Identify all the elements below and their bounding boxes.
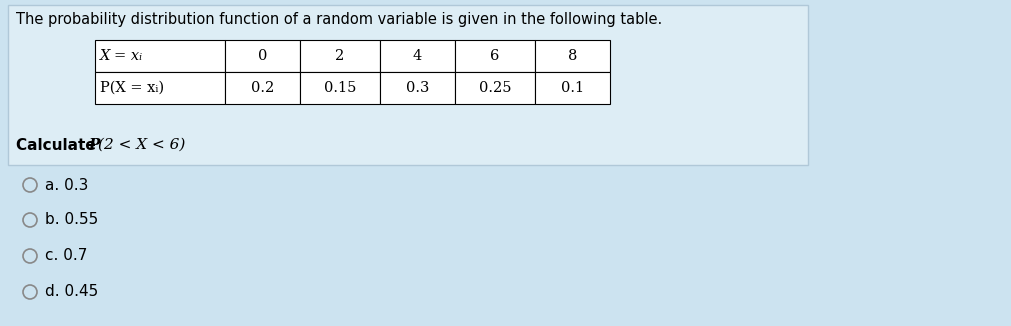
Bar (225, 40, 300, 72)
Bar (380, 40, 455, 72)
Text: 2: 2 (336, 49, 345, 63)
Bar (300, 72, 380, 104)
FancyBboxPatch shape (8, 5, 808, 165)
Text: The probability distribution function of a random variable is given in the follo: The probability distribution function of… (16, 12, 662, 27)
Text: c. 0.7: c. 0.7 (45, 248, 87, 263)
Bar (455, 72, 535, 104)
Text: b. 0.55: b. 0.55 (45, 213, 98, 228)
Bar (455, 40, 535, 72)
Text: 0.2: 0.2 (251, 81, 274, 95)
Bar (380, 72, 455, 104)
Bar (535, 40, 610, 72)
Text: 0.15: 0.15 (324, 81, 356, 95)
Text: 0.25: 0.25 (479, 81, 512, 95)
Text: Calculate: Calculate (16, 138, 101, 153)
Text: 0.1: 0.1 (561, 81, 584, 95)
Text: a. 0.3: a. 0.3 (45, 177, 88, 192)
Text: d. 0.45: d. 0.45 (45, 285, 98, 300)
Text: 0: 0 (258, 49, 267, 63)
Bar (225, 72, 300, 104)
Text: 6: 6 (490, 49, 499, 63)
Bar (95, 40, 225, 72)
Text: X = xᵢ: X = xᵢ (100, 49, 144, 63)
Text: 4: 4 (412, 49, 423, 63)
Text: P(X = xᵢ): P(X = xᵢ) (100, 81, 164, 95)
Text: 0.3: 0.3 (405, 81, 430, 95)
Text: (2 < X < 6): (2 < X < 6) (98, 138, 185, 152)
Bar (300, 40, 380, 72)
Text: P: P (88, 138, 99, 152)
Bar (95, 72, 225, 104)
Bar (535, 72, 610, 104)
Text: 8: 8 (568, 49, 577, 63)
